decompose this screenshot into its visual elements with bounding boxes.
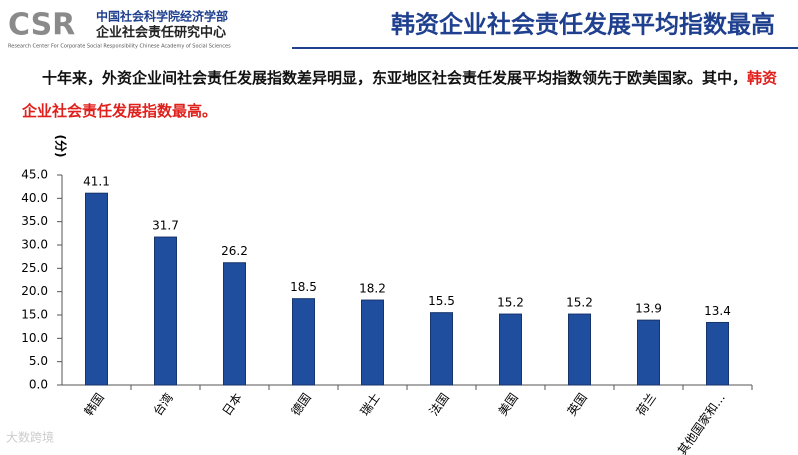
data-label: 15.2 <box>566 296 593 310</box>
x-tick-label: 英国 <box>565 391 590 419</box>
data-label: 41.1 <box>83 175 110 189</box>
x-tick-label: 韩国 <box>81 390 107 418</box>
x-tick-label: 瑞士 <box>358 391 383 419</box>
bar <box>499 313 522 386</box>
bar <box>223 262 246 386</box>
data-label: 13.9 <box>635 302 662 316</box>
data-label: 15.5 <box>428 294 455 308</box>
bar <box>430 312 453 386</box>
data-label: 26.2 <box>221 244 248 258</box>
y-tick-label: 25.0 <box>21 261 48 275</box>
bar <box>292 298 315 386</box>
paragraph-highlight: 韩资企业社会责任发展指数最高。 <box>22 69 778 120</box>
bar <box>637 319 660 386</box>
paragraph: 十年来，外资企业间社会责任发展指数差异明显，东亚地区社会责任发展平均指数领先于欧… <box>22 62 780 128</box>
y-tick-label: 5.0 <box>29 354 48 368</box>
x-tick-label: 法国 <box>427 391 452 419</box>
data-label: 18.5 <box>290 280 317 294</box>
x-tick-label: 台湾 <box>150 390 176 418</box>
bar <box>361 299 384 386</box>
slide-title: 韩资企业社会责任发展平均指数最高 <box>391 10 775 39</box>
x-tick-label: 其他国家和… <box>674 390 728 455</box>
y-tick-label: 35.0 <box>21 214 48 228</box>
y-tick-label: 40.0 <box>21 191 48 205</box>
bar <box>154 236 177 386</box>
x-tick-label: 荷兰 <box>634 391 659 419</box>
x-tick-label: 日本 <box>220 391 245 419</box>
y-tick-label: 0.0 <box>29 378 48 392</box>
x-tick-label: 美国 <box>496 391 521 419</box>
y-tick-label: 20.0 <box>21 284 48 298</box>
logo-english: Research Center For Corporate Social Res… <box>8 44 231 50</box>
bar <box>706 321 729 386</box>
y-tick-label: 30.0 <box>21 238 48 252</box>
data-label: 13.4 <box>704 304 731 318</box>
watermark: 大数跨境 <box>6 430 54 445</box>
data-label: 15.2 <box>497 296 524 310</box>
bar <box>568 313 591 386</box>
y-tick-label: 15.0 <box>21 308 48 322</box>
paragraph-text: 十年来，外资企业间社会责任发展指数差异明显，东亚地区社会责任发展平均指数领先于欧… <box>42 69 748 87</box>
logo-line: 中国社会科学院经济学部 <box>96 9 228 24</box>
y-tick-label: 10.0 <box>21 331 48 345</box>
data-label: 18.2 <box>359 282 386 296</box>
x-tick-label: 德国 <box>288 390 314 418</box>
y-tick-label: 45.0 <box>21 168 48 182</box>
y-axis-label: (分) <box>54 135 69 158</box>
data-label: 31.7 <box>152 219 179 233</box>
bar <box>85 192 108 386</box>
logo-mark: CSR <box>8 8 75 43</box>
logo-line: 企业社会责任研究中心 <box>95 25 226 41</box>
